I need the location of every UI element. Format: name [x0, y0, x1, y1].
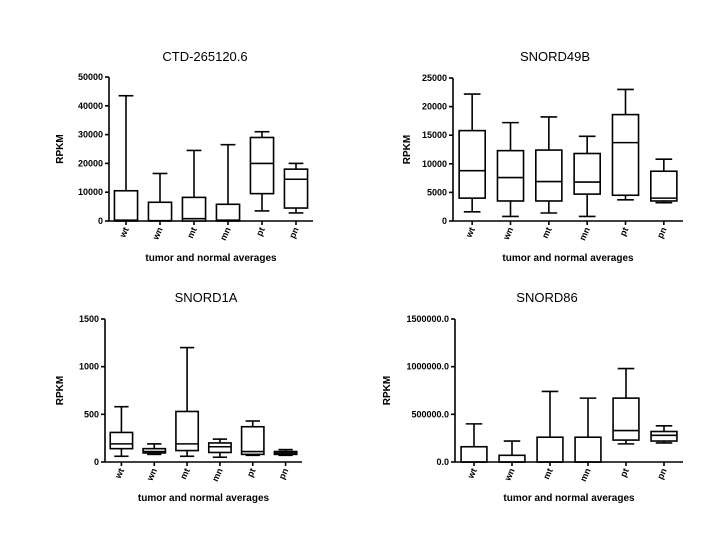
box-mn — [574, 436, 602, 463]
box-mn — [573, 152, 602, 195]
y-axis-label: RPKM — [55, 376, 66, 405]
box-wt — [109, 431, 134, 450]
box-wn — [496, 149, 525, 202]
chart-panel-3: SNORD1A RPKM tumor and normal averages 0 500… — [55, 290, 302, 504]
x-axis-label: tumor and normal averages — [145, 253, 277, 264]
y-tick-label: 40000 — [78, 101, 103, 111]
chart-title: SNORD86 — [516, 290, 577, 305]
x-tick-label-mt: mt — [178, 467, 192, 481]
chart-title: SNORD49B — [520, 49, 590, 64]
x-tick-label-mn: mn — [218, 226, 233, 242]
x-axis-label: tumor and normal averages — [503, 493, 635, 504]
box-pn — [649, 170, 678, 202]
x-tick-label-pn: pn — [287, 226, 301, 240]
chart-title: CTD-265120.6 — [162, 49, 247, 64]
x-tick-label-wn: wn — [501, 226, 516, 242]
box-pn — [283, 168, 309, 209]
x-tick-label-wn: wn — [502, 467, 517, 483]
box-pt — [612, 397, 640, 441]
y-tick-label: 0 — [98, 216, 103, 226]
y-tick-label: 20000 — [422, 102, 447, 112]
y-tick-label: 10000 — [422, 159, 447, 169]
y-tick-label: 1500000.0 — [406, 314, 449, 324]
x-tick-label-mt: mt — [185, 226, 199, 240]
x-axis-label: tumor and normal averages — [138, 493, 270, 504]
x-tick-label-pt: pt — [245, 467, 258, 479]
box-mt — [534, 149, 563, 202]
x-tick-label-wt: wt — [465, 467, 479, 481]
x-tick-label-pt: pt — [618, 467, 631, 479]
box-wt — [113, 189, 139, 222]
y-tick-label: 1000000.0 — [406, 362, 449, 372]
x-tick-label-pn: pn — [277, 467, 291, 481]
y-tick-label: 10000 — [78, 187, 103, 197]
x-tick-label-mt: mt — [541, 467, 555, 481]
x-axis-label: tumor and normal averages — [502, 253, 634, 264]
y-tick-label: 5000 — [427, 187, 447, 197]
x-tick-label-mn: mn — [578, 467, 593, 483]
y-tick-label: 1000 — [79, 362, 99, 372]
x-tick-label-wt: wt — [117, 226, 131, 240]
y-tick-label: 30000 — [78, 130, 103, 140]
box-wt — [458, 129, 486, 199]
y-tick-label: 500000.0 — [411, 409, 449, 419]
y-tick-label: 15000 — [422, 130, 447, 140]
box-pt — [249, 136, 275, 195]
y-axis-label: RPKM — [382, 376, 393, 405]
y-axis-label: RPKM — [55, 134, 66, 163]
box-mt — [536, 436, 564, 463]
x-tick-label-pn: pn — [655, 226, 669, 240]
y-tick-label: 20000 — [78, 158, 103, 168]
box-mt — [181, 196, 207, 222]
y-tick-label: 0 — [94, 457, 99, 467]
box-wn — [498, 454, 526, 463]
y-tick-label: 500 — [84, 409, 99, 419]
y-tick-label: 0.0 — [436, 457, 449, 467]
box-pt — [240, 425, 265, 456]
x-tick-label-mn: mn — [577, 226, 592, 242]
x-tick-label-wt: wt — [463, 226, 477, 240]
y-tick-label: 1500 — [79, 314, 99, 324]
chart-title: SNORD1A — [175, 290, 238, 305]
box-pn — [650, 430, 678, 442]
box-wn — [147, 201, 173, 222]
box-pt — [611, 113, 640, 197]
x-tick-label-pn: pn — [655, 467, 669, 481]
x-tick-label-mn: mn — [210, 467, 225, 483]
y-axis-label: RPKM — [402, 135, 413, 164]
box-mn — [207, 442, 232, 454]
x-tick-label-wn: wn — [144, 467, 159, 483]
x-tick-label-mt: mt — [540, 226, 554, 240]
x-tick-label-wt: wt — [113, 467, 127, 481]
x-tick-label-pt: pt — [618, 226, 631, 238]
box-mt — [175, 410, 200, 452]
box-wt — [460, 445, 488, 463]
chart-panel-2: SNORD49B RPKM tumor and normal averages 0 50… — [402, 49, 683, 264]
x-tick-label-wn: wn — [150, 226, 165, 242]
chart-panel-1: CTD-265120.6 RPKM tumor and normal average… — [55, 49, 313, 264]
y-tick-label: 0 — [442, 216, 447, 226]
y-tick-label: 50000 — [78, 72, 103, 82]
x-tick-label-pt: pt — [254, 226, 267, 238]
chart-panel-4: SNORD86 RPKM tumor and normal averages 0.0 5… — [382, 290, 683, 504]
box-mn — [215, 203, 241, 222]
y-tick-label: 25000 — [422, 73, 447, 83]
